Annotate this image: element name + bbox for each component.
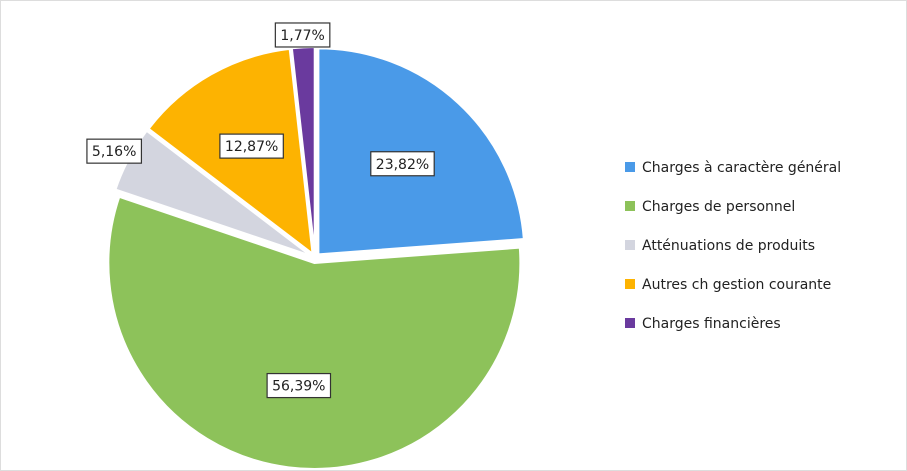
legend-label: Autres ch gestion courante xyxy=(642,277,831,293)
data-label-text: 5,16% xyxy=(92,144,136,160)
data-label: 23,82% xyxy=(370,151,435,177)
data-label: 56,39% xyxy=(266,372,332,399)
data-label-text: 23,82% xyxy=(376,157,429,173)
data-label: 5,16% xyxy=(86,138,143,164)
data-label: 12,87% xyxy=(219,133,284,159)
data-label-box xyxy=(86,138,143,164)
data-label-text: 1,77% xyxy=(280,28,324,44)
legend-swatch xyxy=(625,318,635,328)
data-label-text: 56,39% xyxy=(272,379,325,395)
legend-swatch xyxy=(625,162,635,172)
legend-label: Atténuations de produits xyxy=(642,238,815,254)
pie-slice xyxy=(107,195,522,470)
data-label-box xyxy=(370,151,435,177)
legend-label: Charges de personnel xyxy=(642,199,795,215)
data-label: 1,77% xyxy=(274,22,331,48)
data-label-box xyxy=(219,133,284,159)
data-label-text: 12,87% xyxy=(225,139,278,155)
legend-swatch xyxy=(625,240,635,250)
legend-label: Charges financières xyxy=(642,316,781,332)
legend-swatch xyxy=(625,279,635,289)
legend-swatch xyxy=(625,201,635,211)
legend-label: Charges à caractère général xyxy=(642,160,841,176)
data-label-box xyxy=(274,22,331,48)
data-label-box xyxy=(266,372,332,399)
